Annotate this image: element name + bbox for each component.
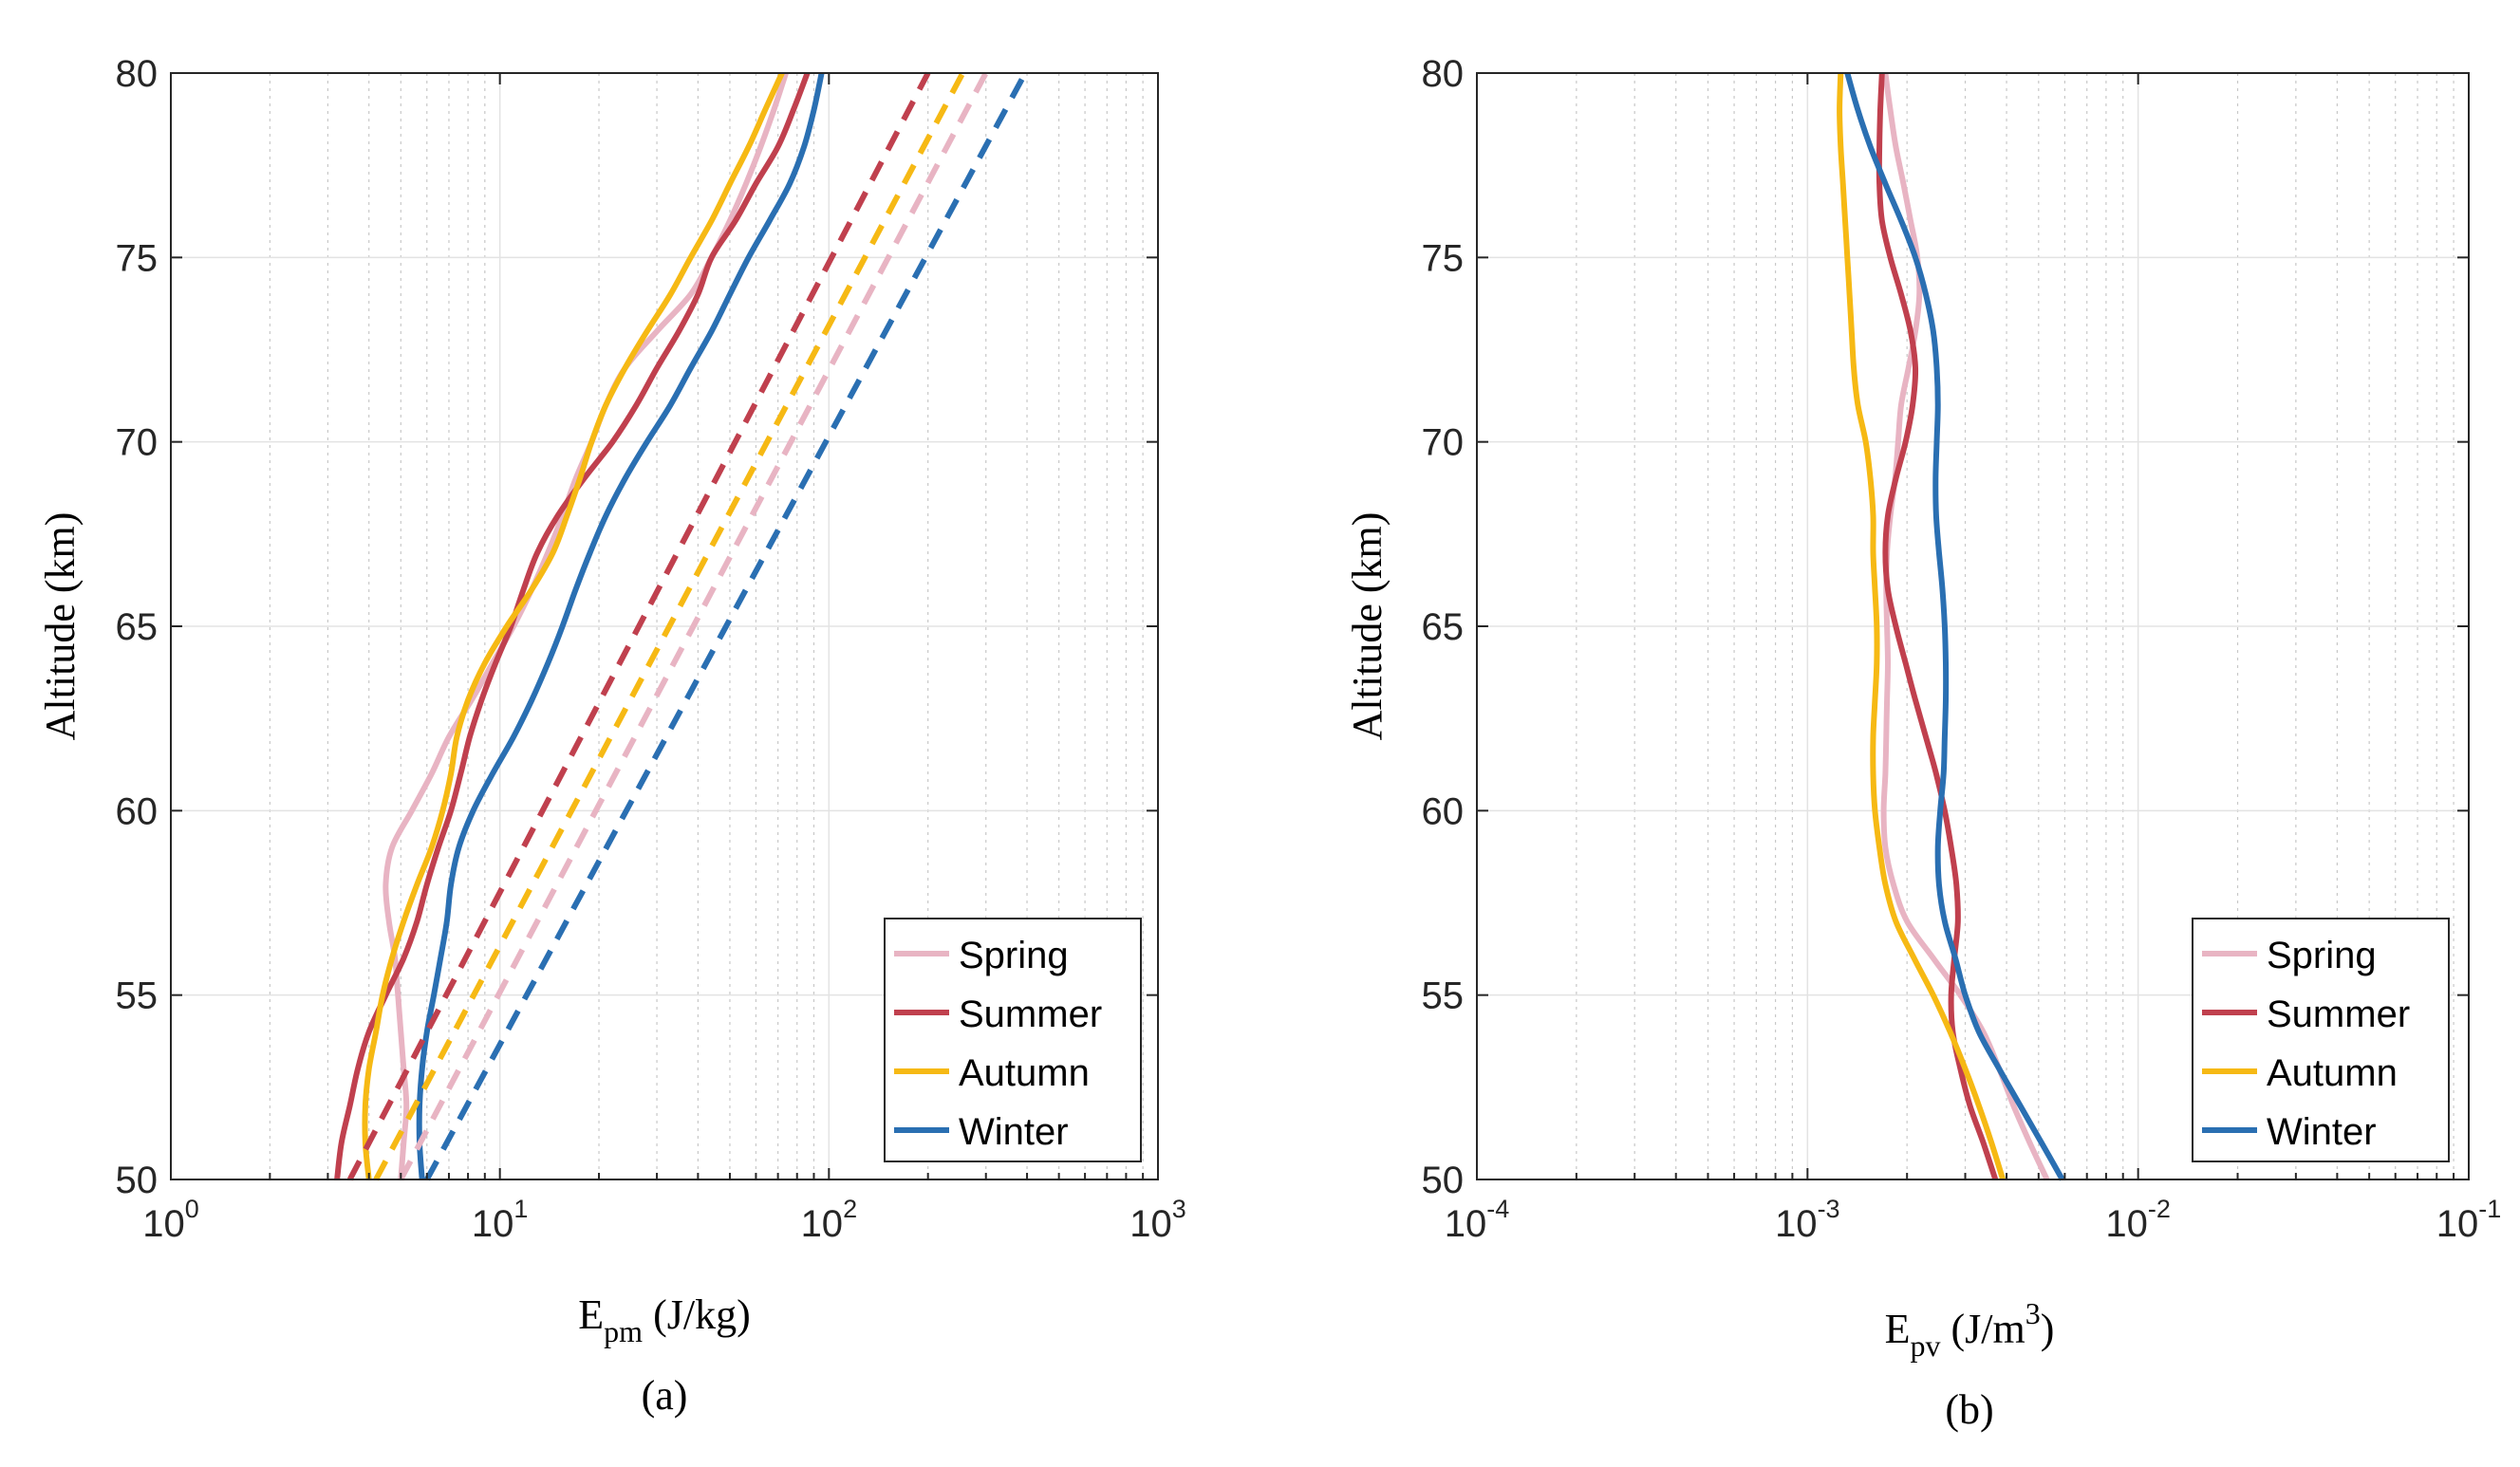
- y-tick-label: 55: [1422, 975, 1465, 1017]
- legend-label-spring-b: Spring: [2267, 935, 2377, 976]
- y-tick-label: 65: [116, 606, 159, 648]
- series-line-summer-solid-a: [334, 71, 811, 1180]
- legend-label-summer-a: Summer: [959, 993, 1102, 1035]
- x-tick-label: 10-2: [2105, 1195, 2171, 1245]
- ticks-a: 50 55 60 65 70 75 80 100 101 102 103: [116, 53, 1186, 1245]
- y-tick-label: 75: [1422, 237, 1465, 279]
- series-line-winter-solid-a: [416, 72, 825, 1180]
- y-tick-label: 70: [116, 422, 159, 464]
- legend-box-a: [884, 918, 1142, 1162]
- y-tick-label: 70: [1422, 422, 1465, 464]
- series-line-winter-dashed-a: [424, 71, 1028, 1181]
- panel-label-b: (b): [1945, 1386, 1993, 1433]
- x-tick-label: 10-1: [2436, 1195, 2502, 1245]
- y-tick-label: 65: [1422, 606, 1465, 648]
- series-line-autumn-solid-b: [1837, 72, 2007, 1180]
- y-tick-label: 80: [1422, 53, 1465, 95]
- legend-b: Spring Summer Autumn Winter: [2192, 918, 2450, 1162]
- ticks-b: 50 55 60 65 70 75 80 10-4 10-3 10-2 10-1: [1422, 53, 2502, 1245]
- x-tick-label: 10-4: [1445, 1195, 1510, 1245]
- x-tick-label: 10-3: [1775, 1195, 1840, 1245]
- y-tick-label: 60: [1422, 790, 1465, 832]
- x-axis-label-a: Epm (J/kg): [578, 1291, 750, 1348]
- series-line-summer-solid-b: [1876, 72, 1999, 1180]
- y-tick-label: 55: [116, 975, 159, 1017]
- series-line-summer-dashed-a: [346, 71, 931, 1181]
- y-axis-label-b: Altitude (km): [1344, 512, 1391, 741]
- series-a: [334, 71, 1028, 1181]
- y-tick-label: 50: [1422, 1160, 1465, 1201]
- series-b: [1837, 72, 2065, 1181]
- panel-b: 50 55 60 65 70 75 80 10-4 10-3 10-2 10-1 Altitude …: [1344, 53, 2501, 1433]
- x-tick-label: 103: [1129, 1195, 1186, 1245]
- x-axis-label-b: Epv (J/m3): [1885, 1296, 2055, 1363]
- y-tick-label: 60: [116, 790, 159, 832]
- legend-box-b: [2192, 918, 2450, 1162]
- x-tick-label: 101: [472, 1195, 529, 1245]
- y-tick-label: 75: [116, 237, 159, 279]
- legend-label-summer-b: Summer: [2267, 993, 2410, 1035]
- legend-label-autumn-a: Autumn: [959, 1052, 1090, 1094]
- series-line-autumn-dashed-a: [373, 71, 965, 1181]
- y-tick-label: 50: [116, 1160, 159, 1201]
- legend-label-winter-a: Winter: [959, 1111, 1069, 1153]
- y-tick-label: 80: [116, 53, 159, 95]
- y-axis-label-a: Altitude (km): [37, 512, 84, 741]
- panel-a: 50 55 60 65 70 75 80 100 101 102 103 Altitude (km)…: [37, 53, 1186, 1419]
- x-tick-label: 102: [801, 1195, 858, 1245]
- series-line-winter-solid-b: [1844, 72, 2065, 1181]
- panel-label-a: (a): [642, 1372, 688, 1419]
- legend-label-autumn-b: Autumn: [2267, 1052, 2398, 1094]
- legend-a: Spring Summer Autumn Winter: [884, 918, 1142, 1162]
- series-line-spring-dashed-a: [398, 71, 989, 1181]
- legend-label-spring-a: Spring: [959, 935, 1069, 976]
- legend-label-winter-b: Winter: [2267, 1111, 2377, 1153]
- x-tick-label: 100: [142, 1195, 199, 1245]
- series-line-autumn-solid-a: [362, 71, 785, 1180]
